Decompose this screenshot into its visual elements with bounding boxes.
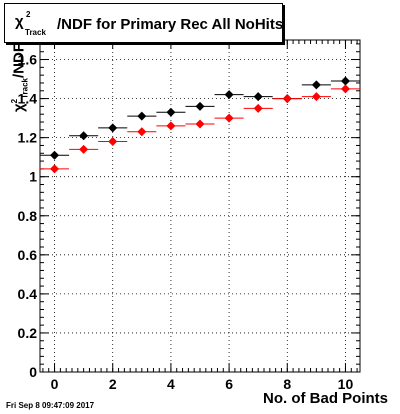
data-point	[214, 113, 244, 123]
diamond-marker	[311, 80, 321, 90]
data-point	[127, 111, 157, 121]
x-tick-label: 6	[225, 376, 233, 392]
x-tick-label: 0	[51, 376, 59, 392]
data-point	[185, 119, 215, 129]
y-tick-label: 0.2	[18, 325, 38, 341]
diamond-marker	[79, 144, 89, 154]
y-tick-label: 1	[29, 169, 37, 185]
y-tick-label: 0.6	[18, 247, 38, 263]
diamond-marker	[195, 119, 205, 129]
diamond-marker	[311, 92, 321, 102]
chart-title: χ 2 Track /NDF for Primary Rec All NoHit…	[4, 3, 283, 43]
data-point	[243, 103, 273, 113]
data-point	[40, 164, 70, 174]
diamond-marker	[166, 107, 176, 117]
y-axis-label: χ2Track/NDF	[10, 43, 30, 112]
data-point	[214, 90, 244, 100]
y-axis-label-superscript: 2	[10, 98, 19, 104]
data-point	[272, 94, 302, 104]
diamond-marker	[340, 76, 350, 86]
diamond-marker	[224, 113, 234, 123]
x-tick-label: 8	[283, 376, 291, 392]
x-tick-label: 10	[338, 376, 354, 392]
y-tick-label: 1.2	[18, 130, 38, 146]
diamond-marker	[253, 92, 263, 102]
diamond-marker	[137, 111, 147, 121]
timestamp: Fri Sep 8 09:47:09 2017	[6, 401, 95, 410]
y-tick-label: 0	[29, 364, 37, 380]
y-tick-label: 0.4	[18, 286, 38, 302]
title-superscript: 2	[26, 10, 31, 19]
diamond-marker	[195, 101, 205, 111]
tick-labels: 0 2 4 6 8 10 0 0.2 0.4 0.6 0.8 1 1.2 1.4 1.6	[18, 52, 354, 392]
diamond-marker	[224, 90, 234, 100]
data-point	[243, 92, 273, 102]
y-tick-label: 0.8	[18, 208, 38, 224]
diamond-marker	[166, 121, 176, 131]
y-axis-label-subscript: Track	[20, 78, 30, 99]
x-tick-label: 2	[109, 376, 117, 392]
data-point	[185, 101, 215, 111]
y-axis-label-chi: χ	[10, 103, 28, 112]
y-tick-label: 1.6	[18, 52, 38, 68]
data-point	[301, 92, 331, 102]
data-point	[156, 107, 186, 117]
diamond-marker	[137, 127, 147, 137]
data-point	[330, 76, 360, 86]
diamond-marker	[340, 84, 350, 94]
diamond-marker	[79, 131, 89, 141]
data-point	[127, 127, 157, 137]
title-chi-symbol: χ	[15, 13, 24, 30]
diamond-marker	[282, 94, 292, 104]
data-markers	[40, 76, 360, 174]
y-axis-label-text: /NDF	[10, 43, 28, 78]
data-point	[40, 150, 70, 160]
diamond-marker	[108, 123, 118, 133]
title-subscript: Track	[25, 28, 46, 37]
x-axis-label: No. of Bad Points	[263, 390, 388, 407]
diamond-marker	[50, 150, 60, 160]
data-point	[301, 80, 331, 90]
data-point	[69, 131, 99, 141]
y-tick-label: 1.4	[18, 91, 38, 107]
data-point	[330, 84, 360, 94]
title-text: /NDF for Primary Rec All NoHits	[57, 16, 284, 33]
diamond-marker	[108, 137, 118, 147]
x-tick-label: 4	[167, 376, 175, 392]
data-point	[156, 121, 186, 131]
diamond-marker	[50, 164, 60, 174]
axes	[39, 39, 361, 373]
data-point	[98, 123, 128, 133]
plot-frame	[39, 39, 361, 373]
diamond-marker	[253, 103, 263, 113]
data-point	[98, 137, 128, 147]
grid-lines	[40, 40, 360, 373]
data-point	[69, 144, 99, 154]
